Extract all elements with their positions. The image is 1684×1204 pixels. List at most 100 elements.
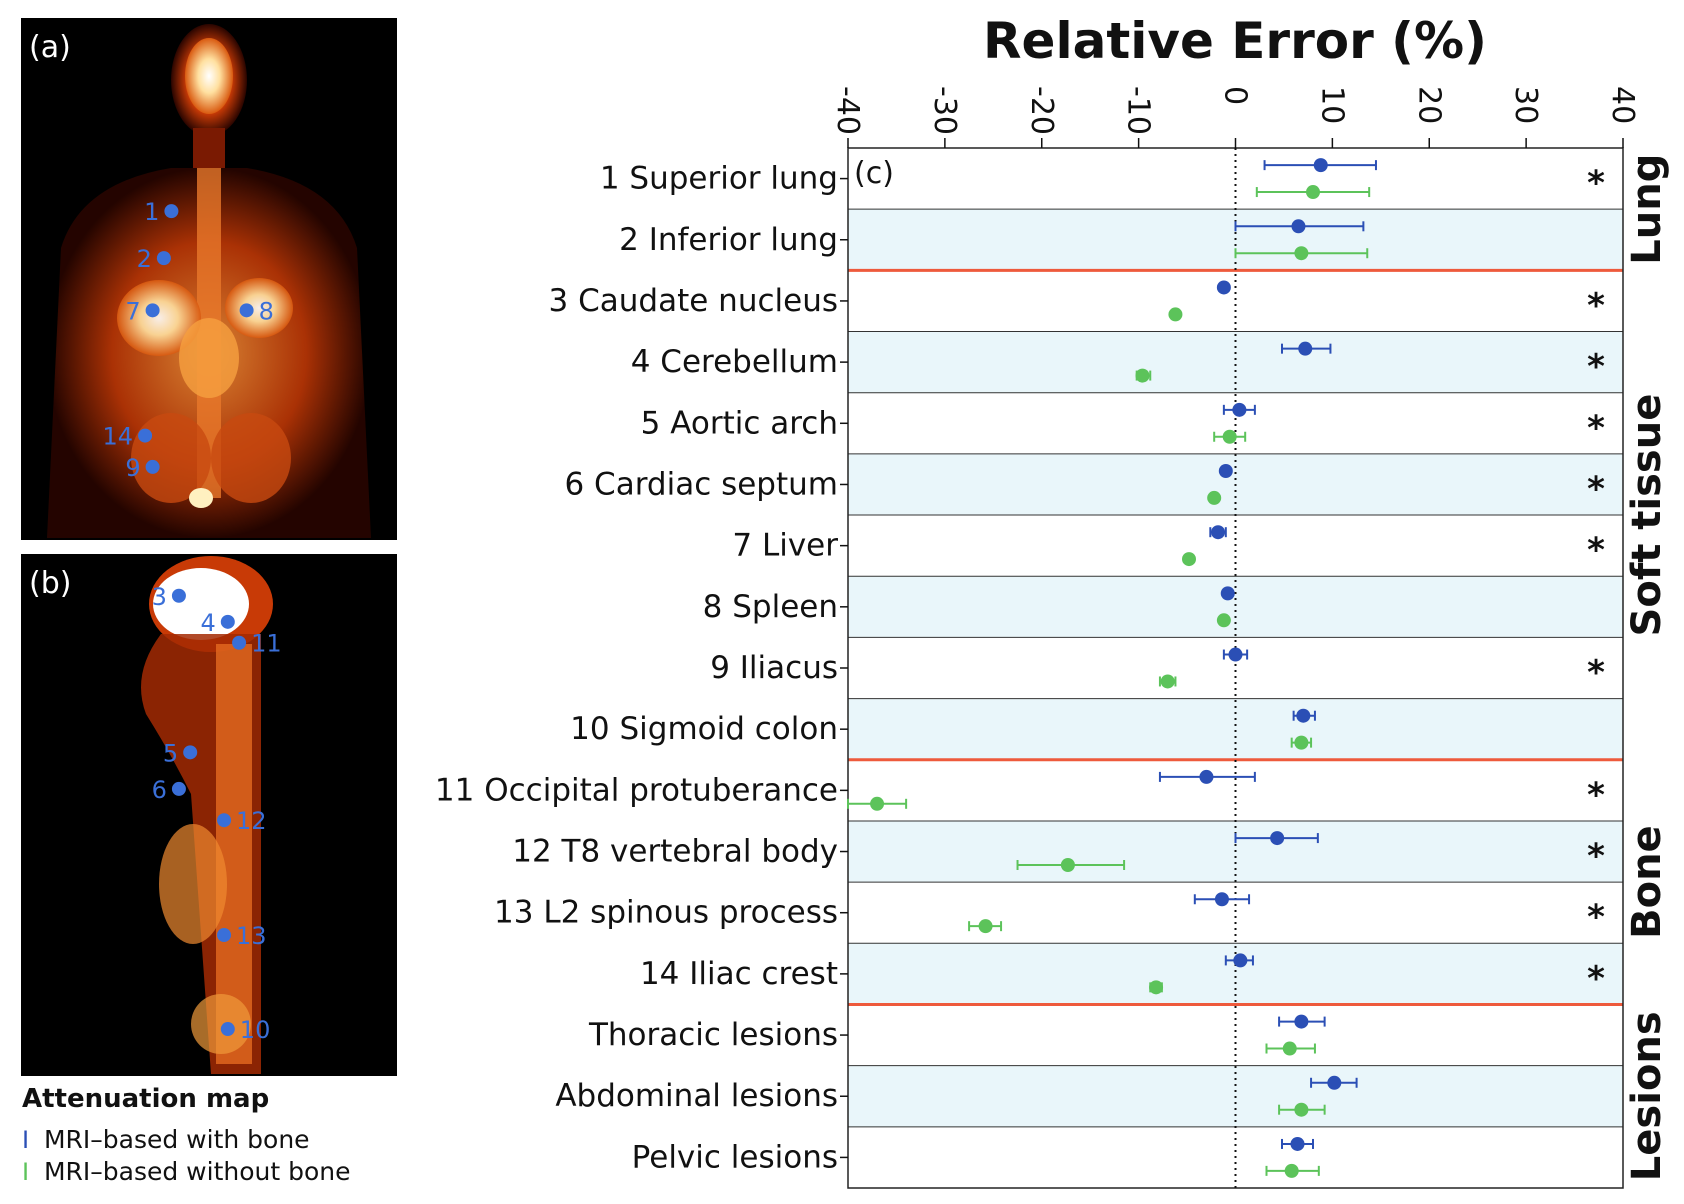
- roi-marker-11: [232, 635, 247, 650]
- data-point: [1294, 735, 1309, 750]
- roi-marker-9: [145, 459, 160, 474]
- category-label: 4 Cerebellum: [631, 344, 838, 380]
- data-point: [1211, 525, 1226, 540]
- data-point: [1306, 185, 1320, 200]
- data-point: [1216, 280, 1231, 295]
- data-point: [1313, 158, 1328, 173]
- roi-marker-label-11: 11: [251, 630, 282, 658]
- data-point: [1182, 552, 1196, 567]
- legend-label-without-bone: MRI–based without bone: [43, 1157, 351, 1186]
- roi-marker-label-8: 8: [259, 297, 274, 325]
- x-tick-label: -40: [830, 86, 865, 135]
- group-label: Bone: [1624, 825, 1670, 939]
- roi-marker-1: [164, 204, 179, 219]
- roi-marker-label-7: 7: [125, 297, 140, 325]
- data-point: [1327, 1075, 1342, 1090]
- legend-marker-without-bone: I: [22, 1158, 30, 1186]
- roi-marker-3: [171, 588, 186, 603]
- roi-marker-label-12: 12: [236, 807, 267, 835]
- category-label: 12 T8 vertebral body: [512, 834, 838, 870]
- significance-marker: *: [1587, 531, 1605, 571]
- roi-marker-7: [145, 303, 160, 318]
- data-point: [1294, 1102, 1309, 1117]
- data-point: [1294, 1014, 1309, 1029]
- x-tick-label: 10: [1314, 86, 1349, 124]
- data-point: [1135, 368, 1150, 383]
- data-point: [1298, 341, 1313, 356]
- data-point: [1291, 219, 1306, 234]
- significance-marker: *: [1587, 775, 1605, 815]
- pet-coronal-graphic: 1 2 7 8 14 9: [47, 24, 371, 538]
- data-point: [1207, 490, 1222, 505]
- data-point: [1160, 674, 1175, 689]
- roi-marker-8: [239, 303, 254, 318]
- significance-marker: *: [1587, 837, 1605, 877]
- roi-marker-label-5: 5: [163, 739, 178, 767]
- legend-marker-with-bone: I: [22, 1126, 30, 1154]
- data-point: [1290, 1136, 1305, 1151]
- category-label: 2 Inferior lung: [619, 222, 838, 258]
- significance-marker: *: [1587, 164, 1605, 204]
- legend-item-without-bone: I MRI–based without bone: [22, 1156, 351, 1188]
- pet-image-coronal: 1 2 7 8 14 9 (a): [21, 18, 397, 540]
- significance-marker: *: [1587, 959, 1605, 999]
- data-point: [1233, 953, 1248, 968]
- roi-marker-5: [183, 745, 198, 760]
- group-label: Lesions: [1624, 1011, 1670, 1181]
- panel-a-label: (a): [29, 30, 71, 65]
- roi-marker-label-9: 9: [125, 454, 140, 482]
- roi-marker-4: [220, 614, 235, 629]
- roi-marker-13: [217, 928, 232, 943]
- data-point: [1282, 1041, 1297, 1056]
- legend: Attenuation map I MRI–based with bone I …: [22, 1084, 351, 1188]
- significance-marker: *: [1587, 286, 1605, 326]
- x-tick-label: -10: [1121, 86, 1156, 135]
- x-tick-label: -20: [1024, 86, 1059, 135]
- x-tick-label: 20: [1411, 86, 1446, 124]
- category-label: 11 Occipital protuberance: [435, 772, 838, 808]
- roi-marker-label-13: 13: [236, 922, 267, 950]
- data-point: [1294, 246, 1309, 261]
- pet-image-sagittal: 3 4 11 5 6 12 13 10 (b): [21, 554, 397, 1076]
- panel-b-label: (b): [29, 566, 72, 601]
- data-point: [1149, 980, 1164, 995]
- significance-marker: *: [1587, 408, 1605, 448]
- data-point: [1214, 892, 1229, 907]
- category-label: 1 Superior lung: [600, 161, 838, 197]
- category-label: Abdominal lesions: [555, 1078, 838, 1114]
- roi-marker-14: [138, 428, 153, 443]
- significance-marker: *: [1587, 347, 1605, 387]
- data-point: [1216, 613, 1231, 628]
- category-label: 7 Liver: [732, 528, 838, 564]
- data-point: [1270, 831, 1285, 846]
- group-label: Soft tissue: [1624, 394, 1670, 637]
- data-point: [1220, 586, 1235, 601]
- roi-marker-2: [156, 251, 171, 266]
- roi-marker-label-6: 6: [152, 776, 167, 804]
- roi-marker-label-3: 3: [152, 583, 167, 611]
- data-point: [1060, 857, 1075, 872]
- chart-title: Relative Error (%): [983, 12, 1487, 70]
- significance-marker: *: [1587, 898, 1605, 938]
- category-label: 9 Iliacus: [710, 650, 838, 686]
- roi-marker-label-1: 1: [144, 198, 159, 226]
- significance-marker: *: [1587, 653, 1605, 693]
- category-label: 3 Caudate nucleus: [549, 283, 838, 319]
- category-label: 14 Iliac crest: [640, 956, 838, 992]
- group-label: Lung: [1624, 154, 1670, 265]
- category-label: 6 Cardiac septum: [564, 466, 838, 502]
- x-tick-label: 30: [1508, 86, 1543, 124]
- category-label: 13 L2 spinous process: [494, 895, 838, 931]
- roi-marker-12: [217, 813, 232, 828]
- category-label: Pelvic lesions: [632, 1139, 838, 1175]
- data-point: [978, 919, 993, 934]
- category-label: 10 Sigmoid colon: [570, 711, 838, 747]
- roi-marker-10: [220, 1022, 235, 1037]
- data-point: [1199, 769, 1214, 784]
- data-point: [1222, 429, 1237, 444]
- roi-marker-6: [171, 781, 186, 796]
- roi-marker-label-4: 4: [201, 609, 216, 637]
- legend-title: Attenuation map: [22, 1084, 270, 1114]
- legend-label-with-bone: MRI–based with bone: [43, 1125, 310, 1154]
